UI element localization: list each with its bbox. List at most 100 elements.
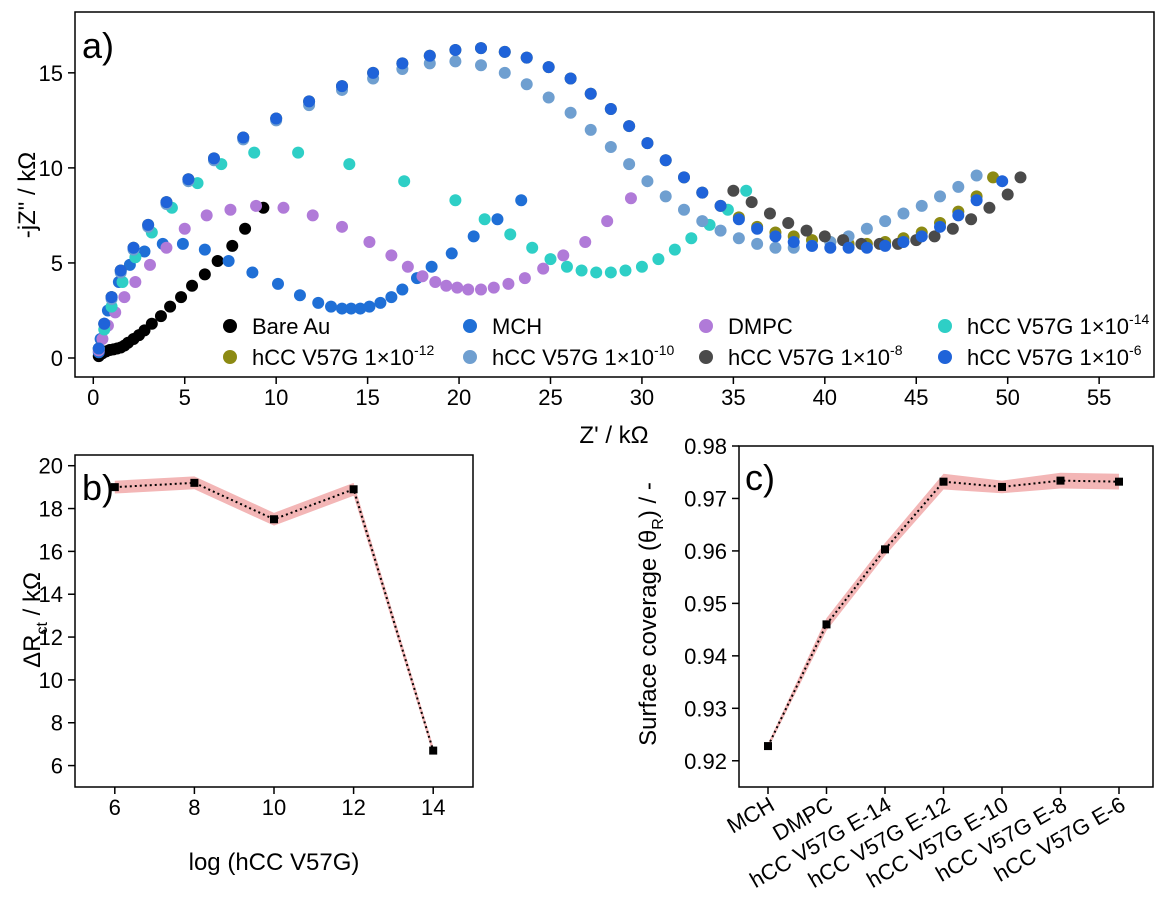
panel-a-legend-label-text: Bare Au [252,314,330,339]
panel-a-label: a) [82,25,114,66]
panel-a-x-tick-label: 45 [904,385,928,410]
panel-a-point-series-2 [385,249,398,262]
panel-a-legend-label-text: hCC V57G 1×10 [252,345,414,370]
panel-a-point-series-2 [129,275,142,288]
panel-a-point-series-1 [354,302,367,315]
panel-a-legend-marker [699,350,713,364]
panel-a-legend-label-text: DMPC [728,314,793,339]
panel-a-point-series-3 [292,146,305,159]
panel-a-point-series-5 [860,222,873,235]
panel-a-x-tick-label: 10 [264,385,288,410]
panel-c-x-tick-label: MCH [723,792,779,839]
panel-a-legend-label-exponent: -8 [890,342,903,358]
panel-a-point-series-1 [336,302,349,315]
panel-c-y-tick-label: 0.98 [684,434,727,459]
panel-a-y-tick-label: 15 [39,61,63,86]
panel-a-point-series-1 [396,283,409,296]
panel-a-x-tick-label: 5 [179,385,191,410]
panel-a-point-series-7 [806,239,819,252]
panel-a-point-series-3 [248,146,261,159]
panel-a-point-series-7 [732,213,745,226]
panel-a-point-series-2 [601,215,614,228]
panel-a-point-series-7 [367,66,380,79]
panel-b-data-point [349,485,358,494]
panel-a-point-series-5 [677,203,690,216]
panel-a-x-tick-label: 15 [355,385,379,410]
panel-a-point-series-1 [176,237,189,250]
panel-a-point-series-7 [542,61,555,74]
panel-a-point-series-7 [207,152,220,165]
panel-a-point-series-5 [564,106,577,119]
panel-c-error-band [768,472,1119,749]
panel-c-y-tick-label: 0.97 [684,486,727,511]
panel-a-point-series-4 [987,171,1000,184]
panel-a-legend-marker [223,319,237,333]
panel-c-plot-frame [738,445,1154,788]
panel-b-y-label-sub: ct [34,622,51,635]
panel-a-point-series-7 [996,175,1009,188]
panel-b-y-tick-label: 8 [51,711,63,736]
panel-a-point-series-7 [915,230,928,243]
panel-c-data-point [881,545,889,554]
panel-a-y-axis-label: -jZ" / kΩ [14,152,41,238]
panel-a-point-series-6 [1014,171,1027,184]
panel-a-x-axis-label: Z' / kΩ [579,422,648,449]
panel-a-point-series-7 [160,196,173,209]
panel-a-point-series-3 [604,266,617,279]
panel-a-point-series-1 [363,300,376,313]
panel-a-point-series-0 [154,310,167,323]
panel-a-point-series-2 [96,332,109,345]
panel-a-point-series-1 [345,302,358,315]
panel-a-point-series-7 [842,241,855,254]
panel-a-legend-label: hCC V57G 1×10-6 [967,342,1142,370]
panel-a-point-series-0 [239,222,252,235]
panel-a-legend-label: Bare Au [252,314,330,339]
panel-a-point-series-5 [641,175,654,188]
panel-a-point-series-6 [818,230,831,243]
panel-a-point-series-0 [164,300,177,313]
panel-a-point-series-3 [191,177,204,190]
panel-c-dotted-line [767,479,1120,747]
panel-a-x-tick-label: 20 [447,385,471,410]
panel-c-surface-coverage-plot: c) 0.920.930.940.950.960.970.98MCHDMPChC… [635,434,1154,893]
panel-a-legend-label-text: hCC V57G 1×10 [967,314,1129,339]
panel-a-point-series-7 [860,241,873,254]
panel-a-point-series-1 [222,255,235,268]
panel-a-legend-label: hCC V57G 1×10-10 [492,342,674,370]
panel-a-legend-label-exponent: -6 [1129,342,1142,358]
panel-b-y-tick-label: 20 [39,454,63,479]
panel-a-point-series-2 [474,283,487,296]
panel-b-y-label-post: / kΩ [19,572,46,622]
panel-a-point-series-2 [416,270,429,283]
panel-b-y-tick-label: 6 [51,754,63,779]
panel-a-y-tick-label: 10 [39,156,63,181]
panel-a-point-series-6 [727,184,740,197]
panel-a-point-series-7 [751,222,764,235]
panel-a-point-series-5 [970,169,983,182]
panel-a-data-points [92,42,1027,363]
panel-b-x-axis-label: log (hCC V57G) [189,849,360,876]
panel-a-point-series-6 [946,222,959,235]
panel-a-point-series-7 [897,236,910,249]
panel-a-legend-marker [463,319,477,333]
panel-a-point-series-1 [325,300,338,313]
panel-a-point-series-3 [590,266,603,279]
panel-a-point-series-1 [293,289,306,302]
panel-a-point-series-7 [677,171,690,184]
panel-a-point-series-7 [934,220,947,233]
panel-a-point-series-7 [105,291,118,304]
panel-c-y-tick-label: 0.96 [684,539,727,564]
panel-a-point-series-7 [659,154,672,167]
panel-a-point-series-1 [467,230,480,243]
panel-a-point-series-2 [440,279,453,292]
panel-b-x-tick-label: 6 [109,795,121,820]
panel-b-data-point [429,746,438,755]
panel-b-data-point [270,515,278,524]
panel-a-point-series-5 [520,78,533,91]
panel-a-x-tick-label: 40 [813,385,837,410]
panel-a-point-series-2 [363,236,376,249]
panel-c-y-tick-label: 0.93 [684,696,727,721]
panel-a-point-series-2 [200,209,213,222]
panel-b-axis-ticks: 6 8 10 12 14 6 8 10 12 14 16 18 20 [39,454,446,820]
